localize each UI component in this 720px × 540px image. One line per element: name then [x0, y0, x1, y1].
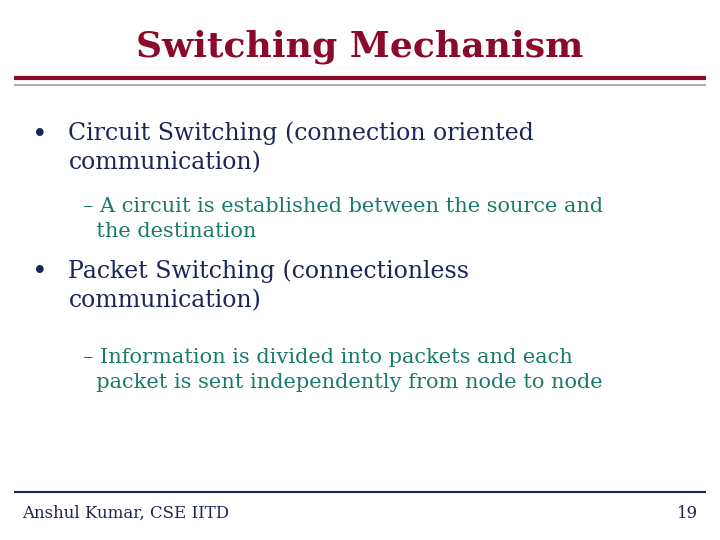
Text: – Information is divided into packets and each
  packet is sent independently fr: – Information is divided into packets an… — [83, 348, 603, 392]
Text: Anshul Kumar, CSE IITD: Anshul Kumar, CSE IITD — [22, 505, 229, 522]
Text: Packet Switching (connectionless
communication): Packet Switching (connectionless communi… — [68, 259, 469, 312]
Text: •: • — [32, 259, 48, 284]
Text: – A circuit is established between the source and
  the destination: – A circuit is established between the s… — [83, 197, 603, 241]
Text: •: • — [32, 122, 48, 146]
Text: 19: 19 — [678, 505, 698, 522]
Text: Circuit Switching (connection oriented
communication): Circuit Switching (connection oriented c… — [68, 122, 534, 174]
Text: Switching Mechanism: Switching Mechanism — [136, 30, 584, 64]
